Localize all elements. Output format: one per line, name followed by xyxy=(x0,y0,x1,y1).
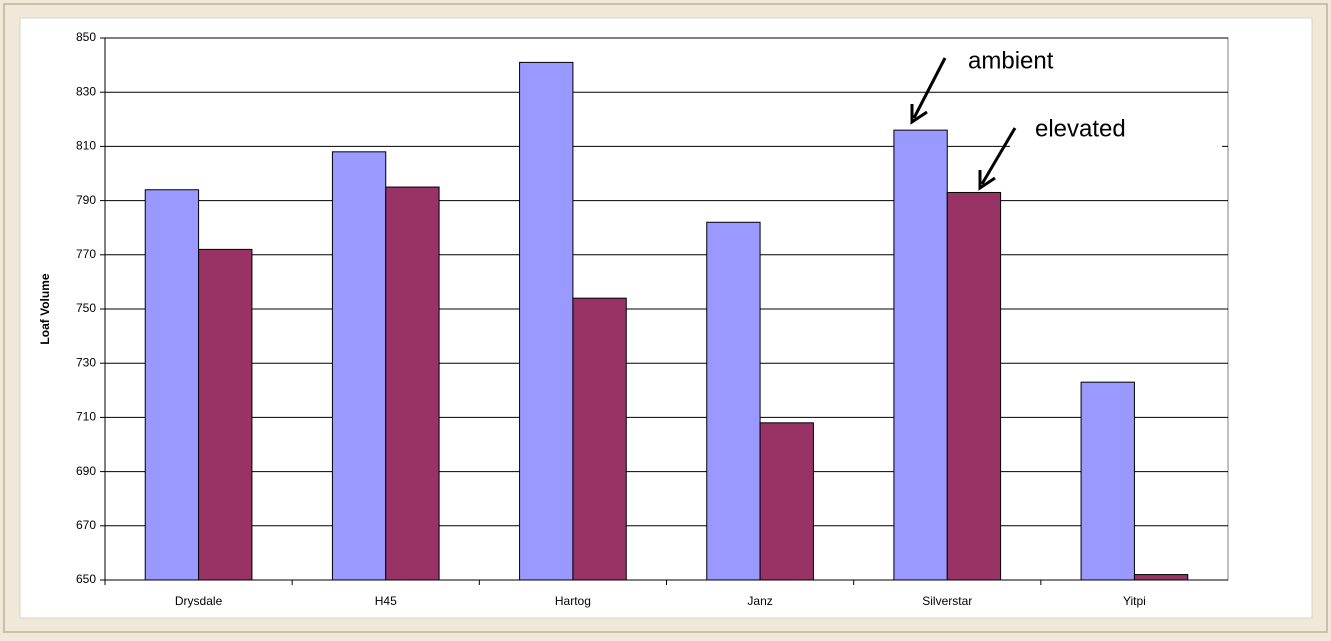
x-tick-label: Drysdale xyxy=(175,594,223,608)
y-tick-label: 850 xyxy=(76,30,96,44)
annotation-box xyxy=(1010,110,1222,150)
annotation: ambient xyxy=(968,47,1054,74)
arrow xyxy=(912,57,947,119)
y-tick-label: 690 xyxy=(76,464,96,478)
bar xyxy=(1080,381,1135,581)
y-axis-label: Loaf Volume xyxy=(38,273,52,344)
y-tick-label: 770 xyxy=(76,247,96,261)
arrow-head xyxy=(910,104,928,125)
y-tick-label: 730 xyxy=(76,355,96,369)
y-tick-label: 750 xyxy=(76,301,96,315)
bar xyxy=(331,151,387,581)
arrow xyxy=(980,127,1017,185)
bar xyxy=(385,186,440,581)
y-tick-label: 710 xyxy=(76,410,96,424)
bar xyxy=(893,129,948,581)
bar xyxy=(1133,574,1189,581)
bar xyxy=(198,248,253,581)
bar xyxy=(706,221,761,581)
x-tick-label: Yitpi xyxy=(1123,594,1146,608)
y-tick-label: 650 xyxy=(76,572,96,586)
arrows xyxy=(910,57,1017,191)
y-tick-label: 790 xyxy=(76,193,96,207)
arrow-head xyxy=(978,170,996,191)
x-tick-label: Hartog xyxy=(555,594,591,608)
y-tick-label: 810 xyxy=(76,139,96,153)
bar xyxy=(519,61,574,581)
x-tick-label: Silverstar xyxy=(922,594,972,608)
x-tick-label: Janz xyxy=(747,594,772,608)
annotation: elevated xyxy=(1035,115,1126,142)
bar xyxy=(946,191,1002,581)
bar xyxy=(572,297,627,581)
x-tick-label: H45 xyxy=(375,594,397,608)
y-tick-label: 830 xyxy=(76,84,96,98)
plot: 650 670 690 710 730 750 770 790 810 830 850 Drysdal… xyxy=(76,30,1229,608)
bar xyxy=(759,422,814,581)
bar xyxy=(144,189,200,581)
y-tick-label: 670 xyxy=(76,518,96,532)
annotation-box xyxy=(940,40,1135,80)
